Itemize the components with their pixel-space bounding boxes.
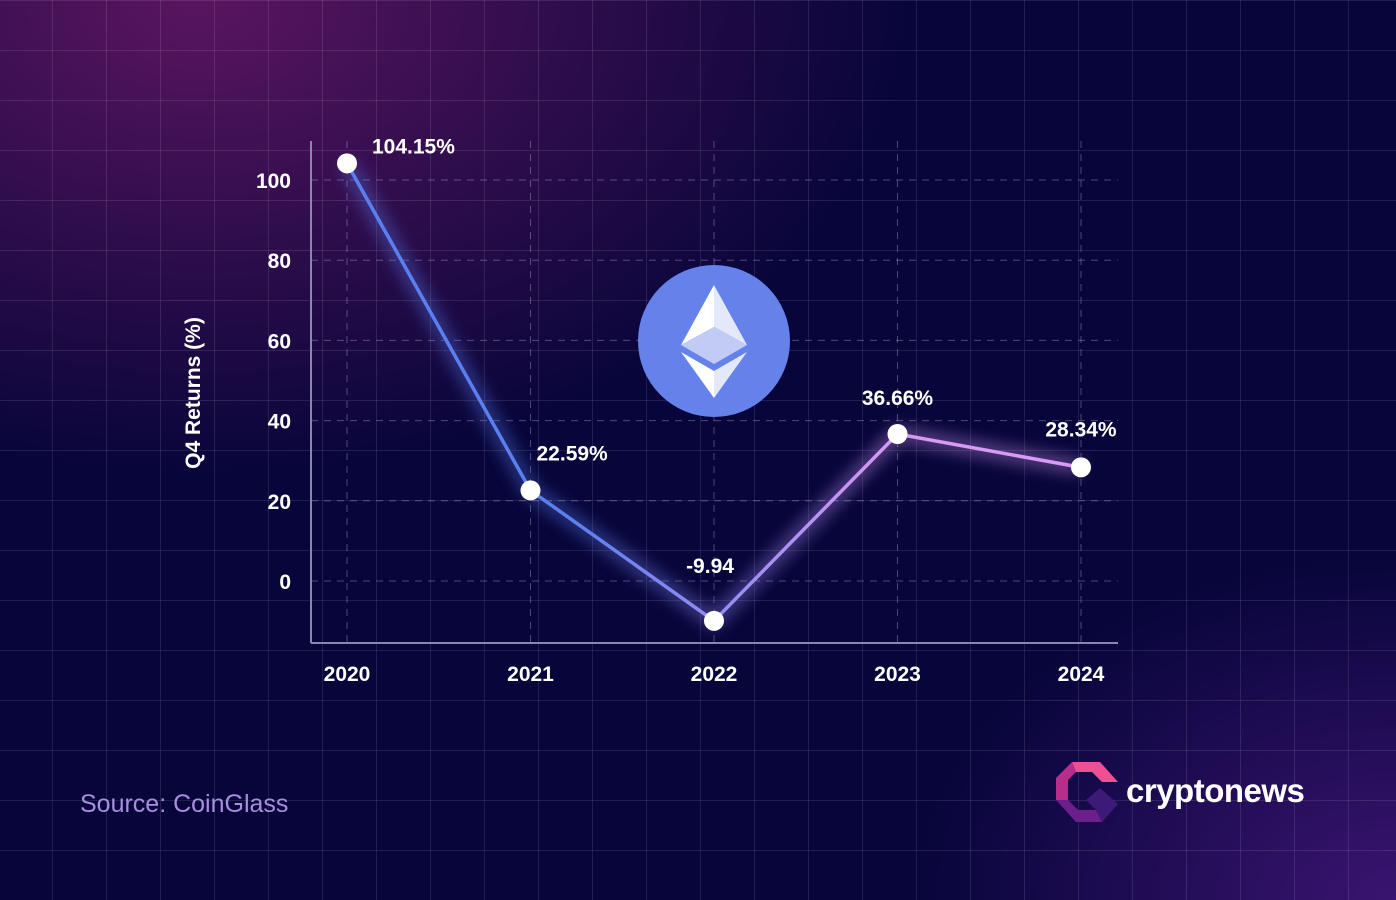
data-label: 104.15%: [372, 135, 455, 158]
y-tick-label: 0: [279, 571, 291, 594]
brand-name: cryptonews: [1126, 772, 1305, 809]
y-tick-label: 80: [268, 250, 291, 273]
x-tick-label: 2023: [874, 663, 921, 686]
y-tick-label: 20: [268, 491, 291, 514]
data-label: 22.59%: [537, 442, 609, 465]
x-tick-label: 2022: [691, 663, 738, 686]
cryptonews-logo: cryptonews: [1056, 760, 1305, 822]
y-tick-label: 100: [256, 170, 291, 193]
data-point: [337, 153, 357, 174]
source-caption: Source: CoinGlass: [80, 790, 289, 818]
data-point: [887, 423, 908, 444]
data-label: -9.94: [686, 555, 734, 578]
ethereum-logo-icon: [638, 265, 790, 417]
data-label: 28.34%: [1045, 418, 1117, 441]
data-point: [704, 610, 724, 631]
y-tick-label: 60: [268, 330, 291, 353]
y-axis-label: Q4 Returns (%): [182, 317, 205, 469]
data-point: [520, 480, 541, 501]
cryptonews-logo-icon: [1056, 762, 1118, 822]
data-label: 36.66%: [862, 387, 934, 410]
x-tick-label: 2020: [324, 663, 371, 686]
y-tick-label: 40: [268, 411, 291, 434]
data-point: [1071, 457, 1091, 478]
x-tick-label: 2024: [1058, 663, 1105, 686]
x-tick-label: 2021: [507, 663, 554, 686]
